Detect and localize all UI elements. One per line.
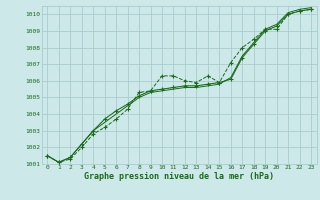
X-axis label: Graphe pression niveau de la mer (hPa): Graphe pression niveau de la mer (hPa) <box>84 172 274 181</box>
